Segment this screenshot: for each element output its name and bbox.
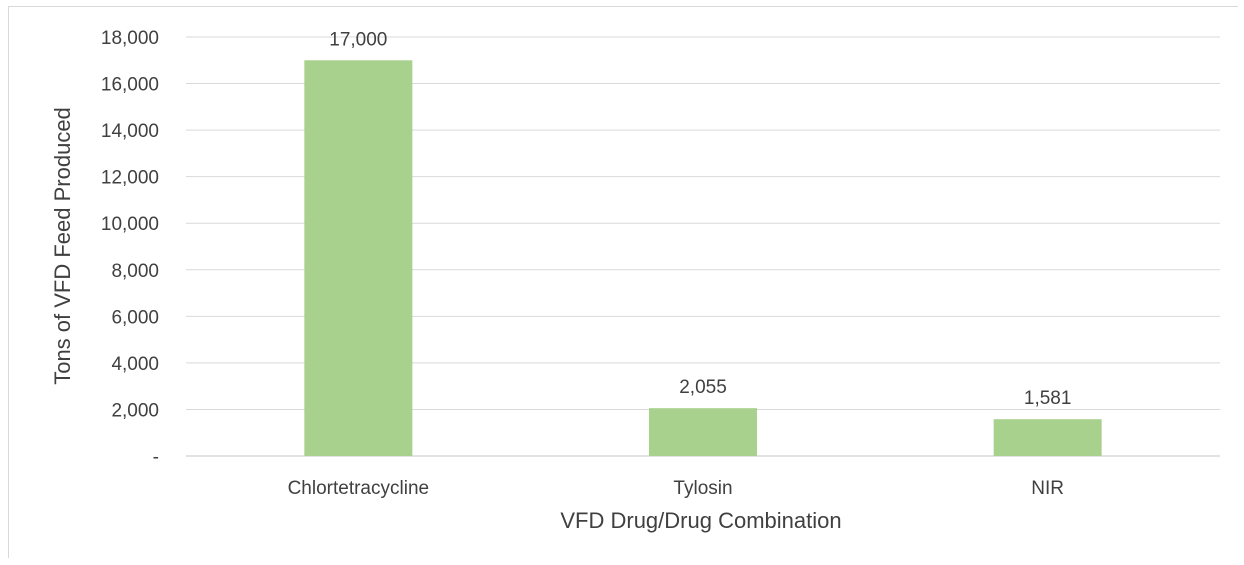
bars bbox=[304, 60, 1102, 457]
y-tick-label: 16,000 bbox=[101, 75, 159, 96]
x-axis-category-labels: Chlortetracycline Tylosin NIR bbox=[288, 478, 1064, 499]
y-tick-label: - bbox=[153, 447, 159, 468]
y-tick-label: 2,000 bbox=[111, 400, 159, 421]
y-tick-label: 10,000 bbox=[101, 214, 159, 235]
y-tick-label: 8,000 bbox=[111, 261, 159, 282]
data-labels: 17,000 2,055 1,581 bbox=[329, 29, 1071, 409]
chart-frame bbox=[8, 6, 1238, 558]
y-axis-tick-labels: - 2,000 4,000 6,000 8,000 10,000 12,000 14,000 1… bbox=[101, 28, 159, 468]
x-category-label: Tylosin bbox=[673, 478, 732, 499]
y-tick-label: 12,000 bbox=[101, 168, 159, 189]
data-label: 2,055 bbox=[679, 377, 727, 398]
x-category-label: NIR bbox=[1031, 478, 1064, 499]
y-tick-label: 18,000 bbox=[101, 28, 159, 49]
x-category-label: Chlortetracycline bbox=[288, 478, 430, 499]
data-label: 1,581 bbox=[1024, 388, 1072, 409]
y-tick-label: 14,000 bbox=[101, 121, 159, 142]
data-label: 17,000 bbox=[329, 29, 387, 50]
bar-chlortetracycline bbox=[304, 60, 413, 457]
y-tick-label: 4,000 bbox=[111, 354, 159, 375]
x-axis-title: VFD Drug/Drug Combination bbox=[560, 508, 841, 533]
y-axis-title: Tons of VFD Feed Produced bbox=[50, 107, 75, 385]
y-tick-label: 6,000 bbox=[111, 307, 159, 328]
bar-tylosin bbox=[649, 408, 757, 456]
bar-nir bbox=[993, 419, 1102, 456]
